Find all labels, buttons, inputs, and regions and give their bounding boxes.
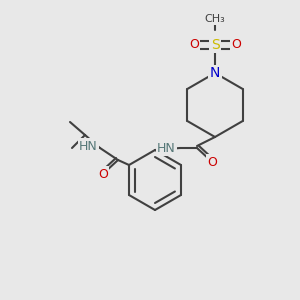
- Text: CH₃: CH₃: [205, 14, 225, 24]
- Text: N: N: [210, 66, 220, 80]
- Text: O: O: [231, 38, 241, 52]
- Text: O: O: [189, 38, 199, 52]
- Text: HN: HN: [157, 142, 176, 154]
- Text: HN: HN: [79, 140, 98, 152]
- Text: O: O: [207, 155, 217, 169]
- Text: S: S: [211, 38, 219, 52]
- Text: O: O: [98, 167, 108, 181]
